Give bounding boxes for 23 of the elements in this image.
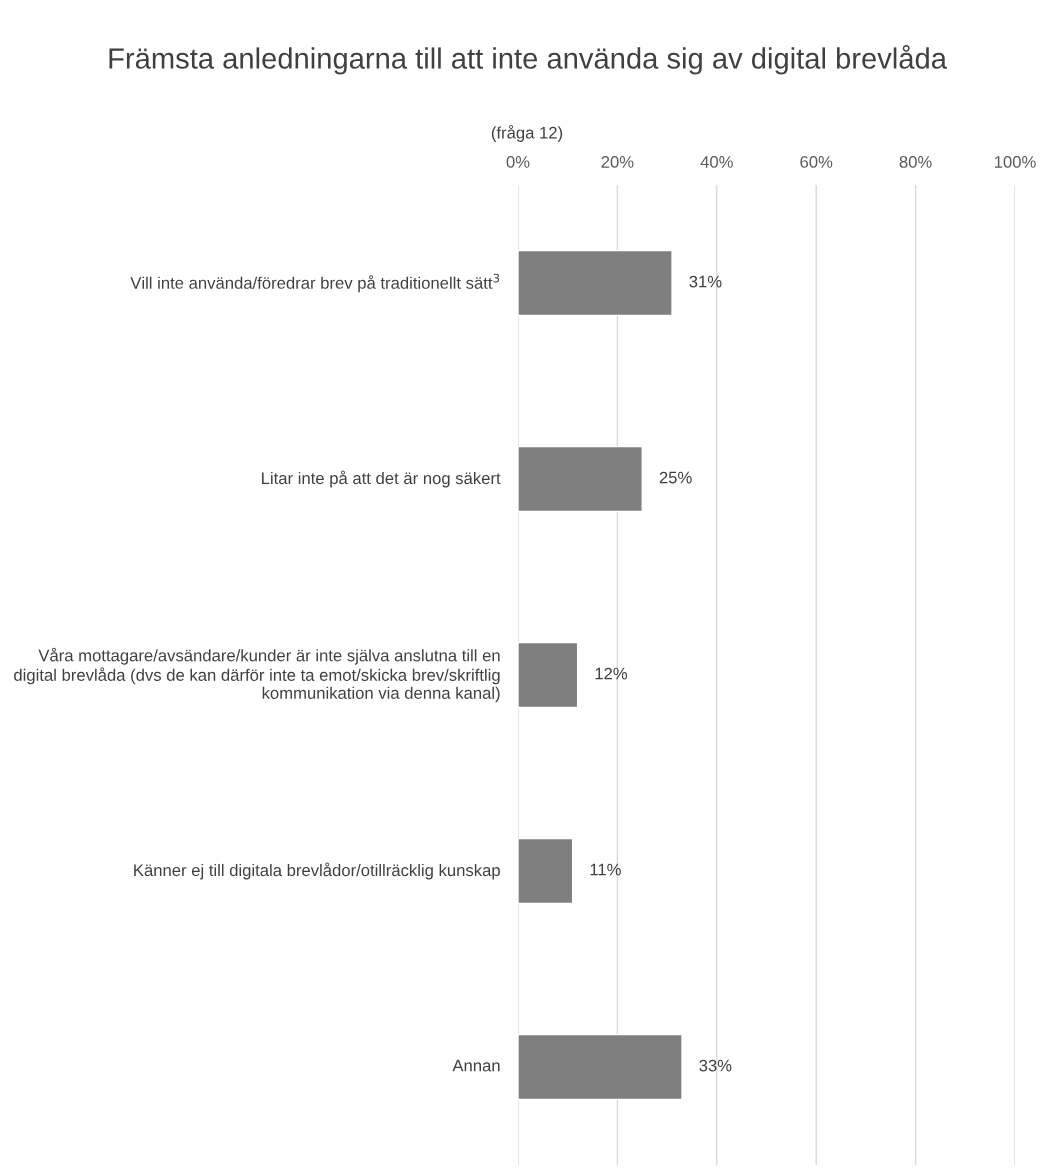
- y-tick-label: Annan: [452, 1059, 500, 1072]
- y-tick-label: Våra mottagare/avsändare/kunder är inte själva anslutna till en digital brevlåda (dvs de kan därför inte ta emot/skicka brev/skriftlig kommunikation via denna kanal): [14, 647, 500, 703]
- bar: [518, 837, 574, 905]
- y-tick-label: Vill inte använda/föredrar brev på traditionellt sätt$^{3}$: [130, 273, 500, 293]
- bar: [518, 445, 643, 513]
- chart-subtitle: (fråga 12): [491, 125, 563, 142]
- bar: [518, 249, 673, 317]
- y-tick-label: Känner ej till digitala brevlådor/otillräcklig kunskap: [134, 862, 500, 880]
- x-tick-label: 80%: [899, 156, 932, 168]
- chart-title: Främsta anledningarna till att inte använda sig av digital brevlåda: [109, 45, 947, 75]
- data-label: 25%: [659, 471, 692, 484]
- y-tick-label: Litar inte på att det är nog säkert: [262, 470, 501, 488]
- data-label: 31%: [689, 275, 722, 288]
- x-tick-label: 40%: [700, 156, 733, 168]
- x-tick-label: 60%: [800, 156, 833, 168]
- bar: [518, 1033, 683, 1101]
- data-label: 12%: [595, 667, 628, 680]
- x-tick-label: 0%: [506, 156, 530, 168]
- x-tick-label: 20%: [601, 156, 634, 168]
- x-tick-label: 100%: [994, 156, 1036, 168]
- data-label: 33%: [699, 1059, 732, 1072]
- bar: [518, 641, 579, 709]
- data-label: 11%: [590, 863, 621, 876]
